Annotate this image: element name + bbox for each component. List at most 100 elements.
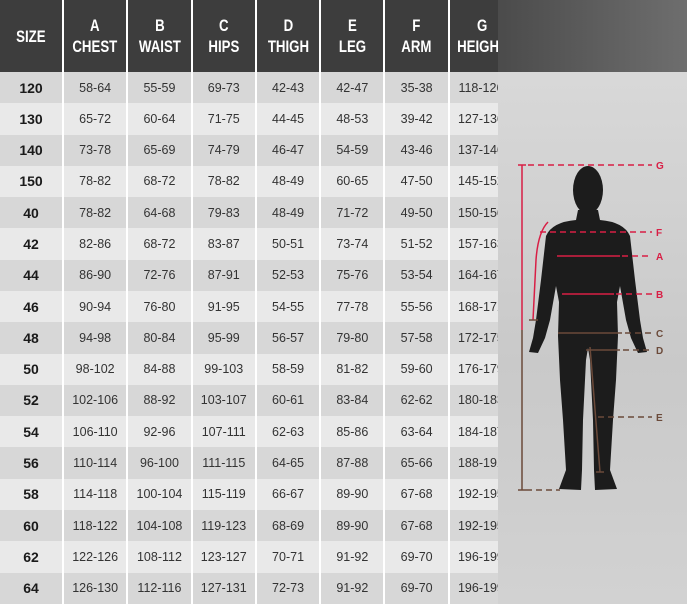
measurement-cell: 56-57	[255, 322, 322, 354]
measurement-cell: 42-43	[255, 72, 322, 104]
measurement-cell: 102-106	[63, 384, 129, 417]
measurement-cell: 107-111	[191, 416, 257, 448]
size-cell: 56	[0, 447, 64, 479]
measurement-cell: 91-95	[191, 290, 257, 323]
measurement-cell: 49-50	[384, 197, 450, 229]
body	[529, 210, 647, 490]
label-e: E	[656, 413, 663, 424]
measurement-cell: 71-75	[191, 103, 257, 135]
column-header-thigh: D THIGH	[255, 0, 322, 72]
measurement-cell: 98-102	[63, 353, 129, 385]
measurement-cell: 72-76	[127, 259, 193, 291]
table-row: 120 58-64 55-59 69-73 42-43 42-47 35-38 118-126	[0, 72, 515, 104]
column-header-label: D THIGH	[267, 15, 308, 57]
column-header-label: B WAIST	[138, 15, 180, 57]
measurement-cell: 55-59	[127, 72, 193, 104]
size-cell: 42	[0, 228, 64, 260]
column-header-label: E LEG	[339, 15, 366, 57]
measurement-cell: 48-49	[255, 165, 322, 198]
measurement-cell: 46-47	[255, 134, 322, 166]
column-header-hips: C HIPS	[191, 0, 257, 72]
figure-header-band	[498, 0, 687, 72]
measurement-cell: 85-86	[320, 416, 386, 448]
measurement-cell: 51-52	[384, 228, 450, 260]
measurement-cell: 65-66	[384, 447, 450, 479]
table-row: 62 122-126 108-112 123-127 70-71 91-92 69-70 19…	[0, 541, 515, 573]
measurement-cell: 75-76	[320, 259, 386, 291]
measurement-cell: 55-56	[384, 290, 450, 323]
measurement-cell: 80-84	[127, 322, 193, 354]
measurement-cell: 89-90	[320, 478, 386, 510]
size-cell: 52	[0, 384, 64, 417]
measurement-cell: 74-79	[191, 134, 257, 166]
size-cell: 60	[0, 509, 64, 542]
measurement-cell: 69-73	[191, 72, 257, 104]
table-row: 54 106-110 92-96 107-111 62-63 85-86 63-64 184-…	[0, 416, 515, 448]
measurement-cell: 126-130	[63, 572, 129, 604]
measurement-cell: 69-70	[384, 572, 450, 604]
measurement-cell: 73-74	[320, 228, 386, 260]
column-letter: G	[476, 16, 488, 35]
table-row: 60 118-122 104-108 119-123 68-69 89-90 67-68 19…	[0, 509, 515, 542]
measurement-cell: 69-70	[384, 541, 450, 573]
table-row: 130 65-72 60-64 71-75 44-45 48-53 39-42 127-136	[0, 103, 515, 135]
measurement-cell: 122-126	[63, 541, 129, 573]
table-row: 52 102-106 88-92 103-107 60-61 83-84 62-62 180-…	[0, 384, 515, 417]
measurement-cell: 87-91	[191, 259, 257, 291]
table-row: 56 110-114 96-100 111-115 64-65 87-88 65-66 188…	[0, 447, 515, 479]
measurement-cell: 82-86	[63, 228, 129, 260]
size-chart-table: SIZE A CHEST B WAIST C HIPS D THIGH E LEG F ARM G HEIG…	[0, 0, 515, 604]
body-measurement-figure: G F A B C D E	[498, 0, 687, 604]
measurement-cell: 44-45	[255, 103, 322, 135]
measurement-cell: 89-90	[320, 509, 386, 542]
column-header-label: SIZE	[16, 26, 45, 47]
measurement-cell: 66-67	[255, 478, 322, 510]
measurement-cell: 54-55	[255, 290, 322, 323]
measurement-cell: 65-72	[63, 103, 129, 135]
measurement-cell: 78-82	[63, 165, 129, 198]
table-row: 150 78-82 68-72 78-82 48-49 60-65 47-50 145-152	[0, 165, 515, 198]
measurement-cell: 84-88	[127, 353, 193, 385]
column-header-arm: F ARM	[384, 0, 450, 72]
measurement-cell: 94-98	[63, 322, 129, 354]
measurement-cell: 57-58	[384, 322, 450, 354]
measurement-cell: 103-107	[191, 384, 257, 417]
measurement-cell: 53-54	[384, 259, 450, 291]
column-letter: E	[347, 16, 357, 35]
column-name: LEG	[338, 37, 366, 56]
measurement-cell: 73-78	[63, 134, 129, 166]
column-letter: B	[154, 16, 165, 35]
measurement-cell: 58-64	[63, 72, 129, 104]
column-header-chest: A CHEST	[63, 0, 129, 72]
measurement-cell: 62-63	[255, 416, 322, 448]
measurement-cell: 68-69	[255, 509, 322, 542]
size-cell: 50	[0, 353, 64, 385]
measurement-cell: 88-92	[127, 384, 193, 417]
column-name: WAIST	[138, 37, 181, 56]
measurement-cell: 118-122	[63, 509, 129, 542]
measurement-cell: 83-84	[320, 384, 386, 417]
measurement-cell: 64-68	[127, 197, 193, 229]
measurement-cell: 100-104	[127, 478, 193, 510]
size-cell: 40	[0, 197, 64, 229]
column-header-size: SIZE	[0, 0, 64, 72]
column-name: CHEST	[72, 37, 118, 56]
table-row: 46 90-94 76-80 91-95 54-55 77-78 55-56 168-171	[0, 290, 515, 323]
size-cell: 46	[0, 290, 64, 323]
measurement-cell: 83-87	[191, 228, 257, 260]
measurement-cell: 39-42	[384, 103, 450, 135]
column-header-waist: B WAIST	[127, 0, 193, 72]
column-name: ARM	[401, 37, 432, 56]
measurement-cell: 52-53	[255, 259, 322, 291]
measurement-cell: 48-53	[320, 103, 386, 135]
measurement-cell: 115-119	[191, 478, 257, 510]
arm-line	[532, 221, 549, 321]
column-letter: C	[218, 16, 229, 35]
column-letter: F	[412, 16, 421, 35]
measurement-cell: 81-82	[320, 353, 386, 385]
measurement-cell: 86-90	[63, 259, 129, 291]
table-row: 64 126-130 112-116 127-131 72-73 91-92 69-70 19…	[0, 572, 515, 604]
measurement-cell: 91-92	[320, 572, 386, 604]
label-c: C	[656, 329, 663, 340]
measurement-cell: 91-92	[320, 541, 386, 573]
